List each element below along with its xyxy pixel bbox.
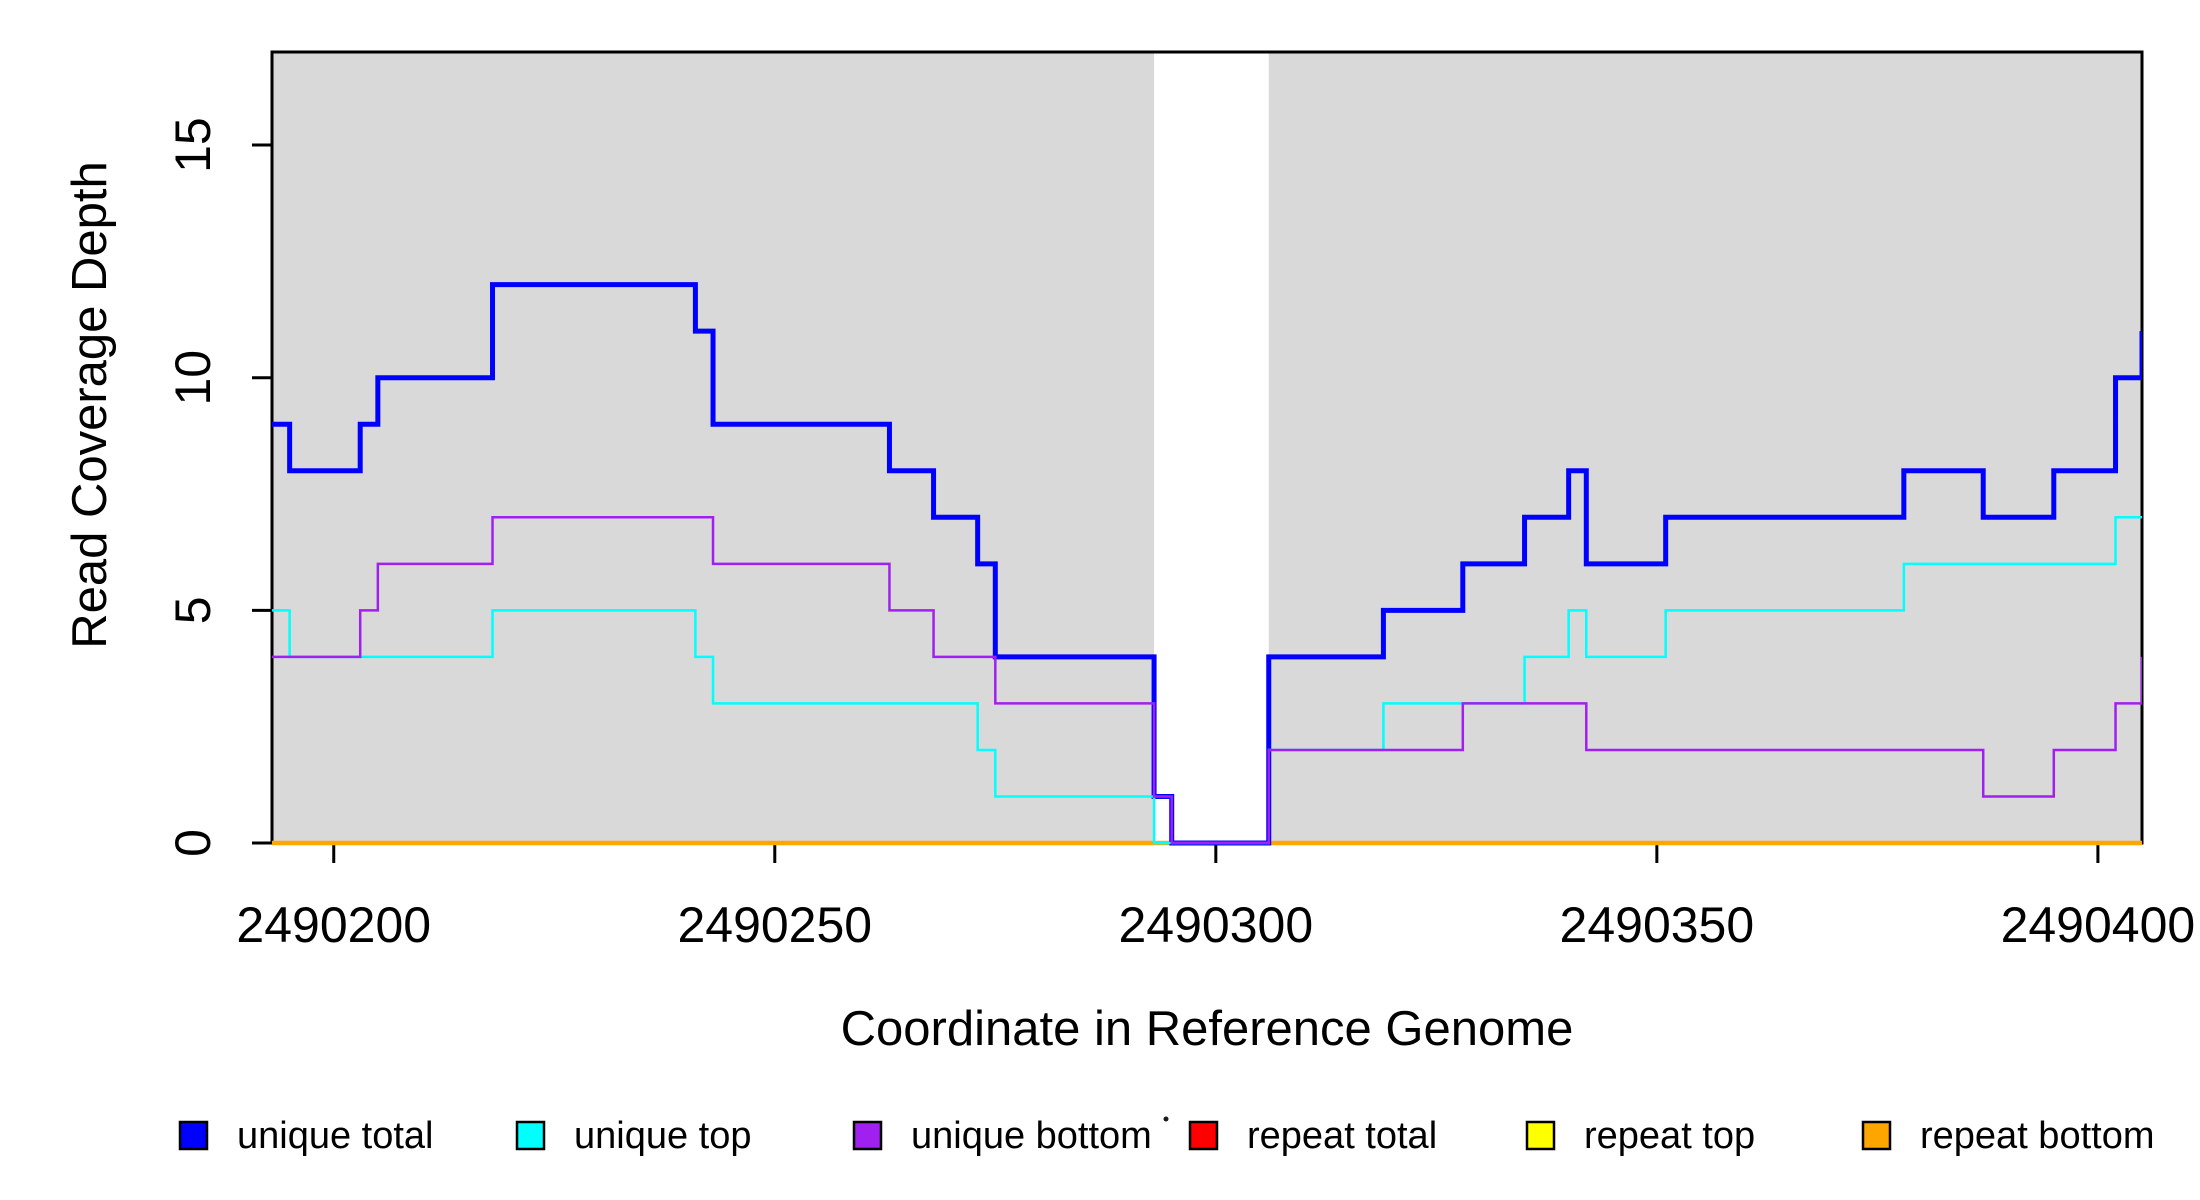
legend-swatch-repeat-bottom <box>1861 1120 1892 1151</box>
series-line-unique-bottom <box>272 516 2142 845</box>
legend-label-repeat-top: repeat top <box>1584 1115 1755 1157</box>
x-tick-label: 2490400 <box>2001 897 2196 953</box>
legend-label-repeat-total: repeat total <box>1247 1115 1437 1157</box>
x-tick-label: 2490200 <box>236 897 431 953</box>
legend-label-unique-bottom: unique bottom <box>911 1115 1152 1157</box>
x-axis-title: Coordinate in Reference Genome <box>841 1002 1574 1056</box>
y-tick-label: 5 <box>165 596 221 624</box>
x-tick-label: 2490250 <box>677 897 872 953</box>
x-tick-label: 2490350 <box>1560 897 1755 953</box>
legend-swatch-unique-bottom <box>852 1120 883 1151</box>
stray-dot-mark <box>1163 1116 1169 1122</box>
y-axis-title: Read Coverage Depth <box>63 161 117 649</box>
series-lines <box>272 282 2142 846</box>
legend-label-unique-top: unique top <box>574 1115 752 1157</box>
legend-label-unique-total: unique total <box>237 1115 434 1157</box>
legend-swatch-repeat-total <box>1188 1120 1219 1151</box>
y-tick-label: 10 <box>165 350 221 406</box>
x-tick-label: 2490300 <box>1118 897 1313 953</box>
legend-swatch-unique-total <box>178 1120 209 1151</box>
y-tick-label: 15 <box>165 117 221 173</box>
aligned-region-shading <box>272 52 2142 843</box>
y-tick-label: 0 <box>165 829 221 857</box>
shaded-region <box>1268 52 2142 843</box>
legend-swatch-unique-top <box>515 1120 546 1151</box>
axis-tick-labels: 2490200 2490250 2490300 2490350 2490400 0 5 10 1… <box>165 117 2195 953</box>
shaded-region <box>272 52 1155 843</box>
legend-swatch-repeat-top <box>1525 1120 1556 1151</box>
legend-label-repeat-bottom: repeat bottom <box>1920 1115 2154 1157</box>
legend: unique total unique top unique bottom repea… <box>178 1115 2154 1157</box>
axis-ticks <box>252 143 2100 863</box>
